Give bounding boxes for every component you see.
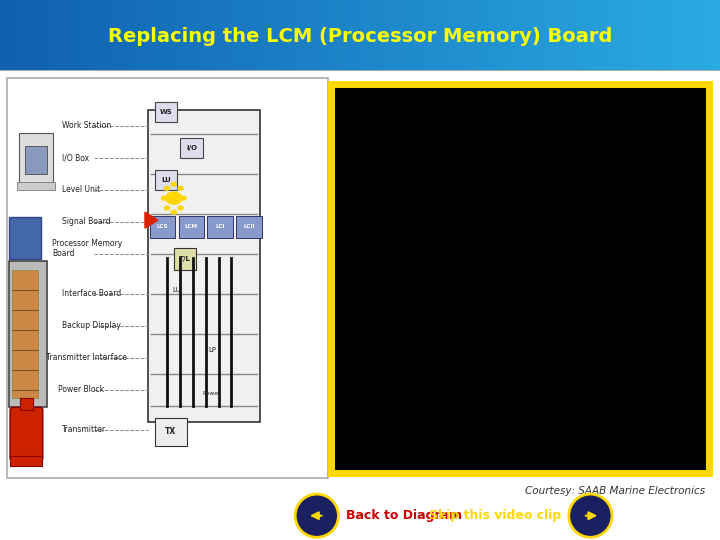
FancyBboxPatch shape	[9, 217, 41, 259]
Circle shape	[178, 186, 183, 190]
Text: TX: TX	[165, 428, 176, 436]
FancyBboxPatch shape	[7, 78, 328, 478]
Text: I/O: I/O	[186, 145, 197, 151]
FancyBboxPatch shape	[19, 133, 53, 183]
Text: LCM: LCM	[185, 225, 198, 230]
Text: LCS: LCS	[157, 225, 168, 230]
Text: LCI: LCI	[215, 225, 225, 230]
Text: LP: LP	[208, 347, 216, 353]
Circle shape	[166, 192, 182, 204]
FancyBboxPatch shape	[10, 407, 43, 461]
Text: Skip this video clip: Skip this video clip	[429, 509, 562, 522]
Text: Backup Display: Backup Display	[62, 321, 120, 330]
Text: Back to Diagram: Back to Diagram	[346, 509, 462, 522]
FancyBboxPatch shape	[24, 146, 48, 174]
Text: Replacing the LCM (Processor Memory) Board: Replacing the LCM (Processor Memory) Boa…	[108, 27, 612, 46]
Text: LU: LU	[161, 177, 171, 183]
Circle shape	[181, 196, 186, 200]
FancyBboxPatch shape	[236, 216, 262, 238]
Text: Processor Memory
Board: Processor Memory Board	[52, 239, 122, 258]
Text: Interface Board: Interface Board	[62, 289, 121, 298]
FancyBboxPatch shape	[179, 216, 204, 238]
FancyBboxPatch shape	[174, 248, 197, 270]
FancyBboxPatch shape	[155, 102, 177, 122]
Text: Power: Power	[203, 392, 222, 396]
FancyBboxPatch shape	[150, 216, 176, 238]
Polygon shape	[145, 212, 158, 228]
Text: LCII: LCII	[243, 225, 255, 230]
FancyBboxPatch shape	[155, 418, 186, 446]
FancyBboxPatch shape	[155, 170, 177, 190]
Text: Power Block: Power Block	[58, 385, 104, 394]
Circle shape	[164, 206, 170, 210]
Circle shape	[171, 183, 176, 186]
Circle shape	[178, 206, 183, 210]
Ellipse shape	[569, 494, 612, 537]
Text: Signal Board: Signal Board	[62, 217, 110, 226]
FancyBboxPatch shape	[207, 216, 233, 238]
Circle shape	[164, 186, 170, 190]
Circle shape	[161, 196, 167, 200]
Text: Work Station: Work Station	[62, 122, 111, 130]
FancyBboxPatch shape	[10, 456, 42, 466]
FancyBboxPatch shape	[17, 182, 55, 190]
FancyBboxPatch shape	[331, 84, 709, 472]
Text: Level Unit: Level Unit	[62, 185, 100, 194]
Circle shape	[171, 210, 176, 214]
Text: T/L: T/L	[179, 256, 191, 262]
Text: Transmitter Interface: Transmitter Interface	[45, 353, 127, 362]
Text: Transmitter: Transmitter	[62, 425, 106, 434]
Text: WS: WS	[159, 109, 172, 115]
FancyBboxPatch shape	[148, 110, 261, 422]
Ellipse shape	[295, 494, 338, 537]
Text: I/O Box: I/O Box	[62, 153, 89, 162]
Text: LU: LU	[173, 287, 181, 293]
FancyBboxPatch shape	[9, 261, 47, 407]
FancyBboxPatch shape	[180, 138, 202, 158]
FancyBboxPatch shape	[20, 398, 33, 410]
FancyBboxPatch shape	[12, 270, 37, 398]
Text: Courtesy: SAAB Marine Electronics: Courtesy: SAAB Marine Electronics	[526, 487, 706, 496]
